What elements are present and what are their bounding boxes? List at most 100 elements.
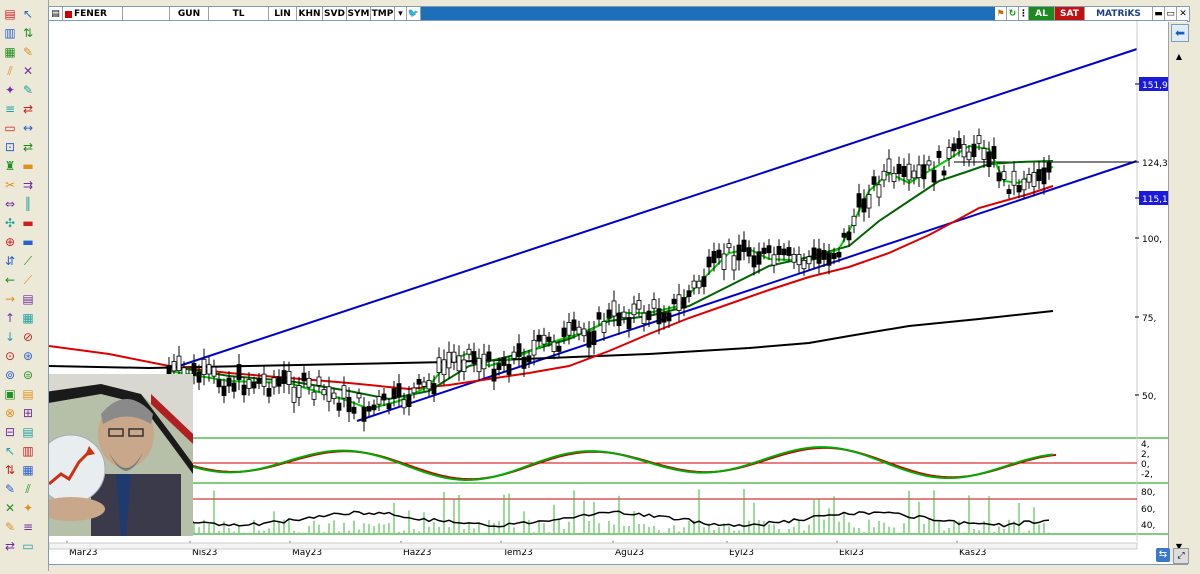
close-icon[interactable]: ✕ (1179, 9, 1187, 19)
time-axis-label: Nis23 (192, 548, 217, 558)
symbol-field[interactable]: FENER (63, 7, 123, 21)
scale-lin-button[interactable]: LIN (269, 7, 297, 21)
candle-body (371, 404, 377, 411)
candle-body (731, 255, 737, 271)
candle-body (796, 254, 802, 266)
price-chart[interactable]: 151,95 124,3 115,1 100, 75, 50, 4,2,0,-2, 80,… (31, 21, 1189, 566)
toolbar-tool-icon: ✦ (23, 501, 33, 515)
toolbar-tool-icon: ⊘ (23, 330, 33, 344)
sym-button[interactable]: SYM (347, 7, 371, 21)
ma-long-line (48, 310, 1054, 370)
candle-body (1021, 178, 1027, 191)
buy-button[interactable]: AL (1029, 7, 1055, 21)
maximize-icon[interactable]: ▭ (1165, 7, 1177, 21)
candle-body (581, 328, 587, 337)
candle-body (826, 252, 832, 266)
candle-body (331, 392, 337, 399)
toolbar-tool-icon: → (5, 292, 15, 306)
indicator1-axis-label: -2, (1141, 470, 1153, 480)
scroll-down-icon[interactable]: ▼ (1175, 542, 1183, 551)
chart-panel[interactable]: 151,95 124,3 115,1 100, 75, 50, 4, 2, 0, -2, 80,… (31, 20, 1189, 566)
toolbar-icons: ▤ ↖ ▥ ⇅ ▦ ✎ ⫽ ✕ ✦ ✎ ≡ ⇄ ▭ ↔ ⊡ ⇄ ♜ ▬ ✂ ⇉ ⇔ ║ ✣ ▬ ⊕ ▬ ⇵ ⟋ ← ⟋ → ▤ ↑ ▦ ↓ ⊘ ⊙ ⊛ ⊚ ⊜… (4, 7, 33, 553)
toolbar-tool-icon: ♜ (5, 159, 16, 173)
candle-body (511, 351, 517, 359)
candle-body (591, 330, 597, 346)
swap-icon[interactable]: ⇆ (1156, 548, 1170, 562)
toolbar-tool-icon: ⫽ (24, 482, 31, 496)
candle-body (606, 309, 612, 319)
toolbar-tool-icon: ⇄ (5, 539, 15, 553)
dropdown-icon[interactable]: ▾ (395, 7, 407, 21)
candle-body (871, 176, 877, 185)
tmp-button[interactable]: TMP (371, 7, 395, 21)
toolbar-tool-icon: ⊞ (23, 406, 33, 420)
candle-body (276, 376, 282, 387)
toolbar-tool-icon: ⇅ (5, 463, 15, 477)
price-axis-label: 100, (1142, 235, 1162, 245)
khn-button[interactable]: KHN (297, 7, 323, 21)
candle-body (631, 303, 637, 316)
scroll-up-icon[interactable]: ▲ (1175, 52, 1183, 61)
candle-body (696, 280, 702, 289)
period-button[interactable]: GUN (169, 7, 209, 21)
candle-body (921, 164, 927, 180)
toolbar-tool-icon: ▤ (22, 292, 33, 306)
candle-body (956, 138, 962, 149)
candle-body (321, 389, 327, 396)
indicator1-axis-label: 2, (1141, 450, 1150, 460)
candle-body (556, 345, 562, 352)
candle-body (961, 144, 967, 158)
candle-body (676, 294, 682, 311)
candle-body (916, 164, 922, 179)
candle-body (506, 363, 512, 375)
refresh-icon[interactable]: ↻ (1007, 7, 1019, 21)
right-panel: ⬅ ▲ ▼ (1168, 22, 1189, 562)
currency-button[interactable]: TL (209, 7, 269, 21)
toolbar-tool-icon: ✦ (5, 83, 15, 97)
back-arrow-icon[interactable]: ⬅ (1171, 24, 1189, 42)
toolbar-tool-icon: ⊡ (5, 140, 15, 154)
candle-body (226, 377, 232, 387)
info-icon[interactable]: ⋮ (1019, 7, 1029, 21)
toolbar-tool-icon: ▦ (22, 311, 33, 325)
candle-body (486, 351, 492, 361)
toolbar-tool-icon: ⊙ (5, 349, 15, 363)
channel-lower-line (356, 160, 1138, 422)
scroll-controls[interactable] (48, 542, 1138, 550)
toolbar-tool-icon: ▣ (4, 387, 15, 401)
time-axis-label: Eki23 (839, 548, 864, 558)
candle-body (406, 394, 412, 408)
toolbar-tool-icon: ▦ (22, 463, 33, 477)
candle-body (396, 383, 402, 398)
candle-body (991, 146, 997, 159)
candle-body (311, 391, 317, 400)
sell-button[interactable]: SAT (1055, 7, 1085, 21)
window-menu-icon[interactable]: ▤ (49, 7, 63, 21)
candle-body (1036, 169, 1042, 182)
minimize-icon[interactable]: ▬ (1153, 7, 1165, 21)
candle-body (281, 370, 287, 384)
candle-body (196, 372, 202, 383)
candle-body (806, 256, 812, 265)
candle-body (476, 357, 482, 373)
candle-body (551, 341, 557, 352)
candle-body (681, 297, 687, 309)
toolbar-tool-icon: ▭ (22, 539, 33, 553)
candle-body (941, 170, 947, 176)
indicator2-axis-label: 40, (1141, 521, 1155, 531)
candle-body (626, 317, 632, 330)
candle-body (756, 251, 762, 265)
toolbar-tool-icon: ▬ (22, 159, 33, 173)
candle-body (501, 357, 507, 366)
twitter-icon[interactable]: 🐦 (407, 7, 421, 21)
candle-body (381, 393, 387, 401)
candle-body (571, 319, 577, 331)
toolbar-tool-icon: ⇄ (23, 140, 33, 154)
expand-icon[interactable]: ⤢ (1173, 548, 1189, 564)
candle-body (516, 343, 522, 357)
candle-body (341, 385, 347, 399)
svd-button[interactable]: SVD (323, 7, 347, 21)
candle-body (541, 334, 547, 345)
flag-icon[interactable]: ⚑ (995, 7, 1007, 21)
candle-body (891, 173, 897, 182)
